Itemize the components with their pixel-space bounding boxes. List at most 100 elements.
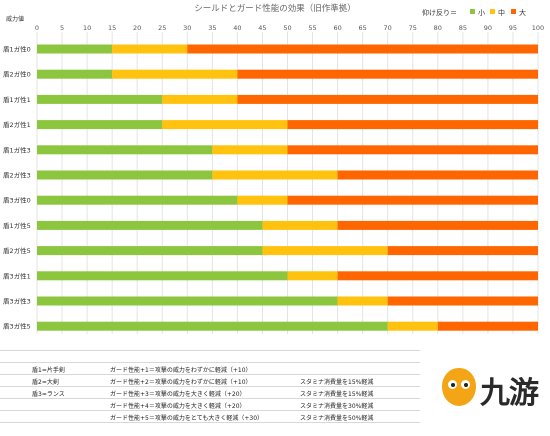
bar-segment-large bbox=[437, 321, 538, 331]
bar-segment-large bbox=[287, 145, 538, 155]
table-rule bbox=[0, 362, 420, 363]
stamina-note-3: スタミナ消費量を15%軽減 bbox=[300, 391, 374, 398]
x-tick-label: 0 bbox=[35, 24, 39, 32]
category-label: 盾2ガ性0 bbox=[3, 70, 31, 79]
legend: 小中大 bbox=[470, 8, 526, 17]
x-tick-label: 40 bbox=[233, 24, 241, 32]
bar-segment-small bbox=[37, 69, 113, 79]
table-rule bbox=[0, 422, 420, 423]
stamina-note-2: スタミナ消費量を15%軽減 bbox=[300, 379, 374, 386]
x-tick-label: 15 bbox=[108, 24, 116, 32]
bar-segment-large bbox=[337, 220, 538, 230]
notes-table: 盾1=片手剣 盾2=大剣 盾3=ランス ガード性能+1＝攻撃の威力をわずかに軽減… bbox=[0, 346, 420, 436]
category-label: 盾1ガ性0 bbox=[3, 45, 31, 54]
gridlines bbox=[36, 32, 539, 334]
bar-segment-large bbox=[337, 170, 538, 180]
x-tick-label: 75 bbox=[409, 24, 417, 32]
legend-label: 小 bbox=[478, 8, 485, 17]
x-tick-label: 95 bbox=[509, 24, 517, 32]
bar-segment-large bbox=[237, 69, 538, 79]
x-tick-label: 20 bbox=[133, 24, 141, 32]
table-rule bbox=[0, 410, 420, 411]
bar-segment-small bbox=[37, 321, 388, 331]
bar-segment-large bbox=[237, 94, 538, 104]
category-label: 盾1ガ性3 bbox=[3, 145, 31, 154]
bar-segment-medium bbox=[287, 271, 338, 281]
category-label: 盾1ガ性5 bbox=[3, 221, 31, 230]
bar-segment-large bbox=[187, 44, 539, 54]
bar-segment-small bbox=[37, 94, 163, 104]
x-tick-label: 55 bbox=[308, 24, 316, 32]
table-rule bbox=[0, 386, 420, 387]
bar-segment-medium bbox=[237, 195, 288, 205]
bars bbox=[37, 44, 539, 331]
shield-note-3: 盾3=ランス bbox=[32, 391, 65, 398]
bar-segment-small bbox=[37, 195, 238, 205]
legend-label: 大 bbox=[519, 8, 526, 17]
stamina-note-5: スタミナ消費量を50%軽減 bbox=[300, 415, 374, 422]
category-label: 盾3ガ性1 bbox=[3, 271, 31, 280]
legend-label: 中 bbox=[498, 8, 505, 17]
bar-segment-large bbox=[387, 246, 538, 256]
bar-segment-small bbox=[37, 271, 288, 281]
guard-note-5: ガード性能+5＝攻撃の威力をとても大きく軽減（+30） bbox=[110, 415, 264, 422]
shield-note-1: 盾1=片手剣 bbox=[32, 367, 65, 374]
x-tick-label: 85 bbox=[459, 24, 467, 32]
bar-segment-small bbox=[37, 296, 338, 306]
x-tick-label: 65 bbox=[359, 24, 367, 32]
bar-segment-medium bbox=[162, 94, 238, 104]
stamina-note-4: スタミナ消費量を30%軽減 bbox=[300, 403, 374, 410]
bar-segment-medium bbox=[337, 296, 388, 306]
category-label: 盾2ガ性1 bbox=[3, 120, 31, 129]
x-tick-label: 50 bbox=[283, 24, 291, 32]
bar-segment-medium bbox=[212, 170, 338, 180]
shield-note-2: 盾2=大剣 bbox=[32, 379, 59, 386]
mascot-icon bbox=[442, 368, 476, 406]
bar-segment-small bbox=[37, 170, 213, 180]
chart-title: シールドとガード性能の効果（旧作準拠） bbox=[194, 3, 356, 14]
legend-swatch bbox=[470, 9, 475, 14]
x-tick-label: 35 bbox=[208, 24, 216, 32]
x-tick-label: 5 bbox=[60, 24, 64, 32]
stacked-bar-chart: シールドとガード性能の効果（旧作準拠） 威力値 仰け反り＝ 小 中 大 0 5 10 15… bbox=[3, 3, 545, 334]
bar-segment-medium bbox=[262, 246, 388, 256]
category-label: 盾3ガ性3 bbox=[3, 297, 31, 306]
bar-segment-large bbox=[287, 120, 538, 130]
guard-note-4: ガード性能+4＝攻撃の威力を大きく軽減（+20） bbox=[110, 403, 246, 410]
bar-segment-small bbox=[37, 120, 163, 130]
category-label: 盾3ガ性0 bbox=[3, 196, 31, 205]
guard-note-3: ガード性能+3＝攻撃の威力を大きく軽減（+20） bbox=[110, 391, 246, 398]
watermark-text: 九游 bbox=[480, 376, 539, 411]
x-tick-label: 25 bbox=[158, 24, 166, 32]
category-label: 盾2ガ性3 bbox=[3, 171, 31, 180]
x-tick-label: 90 bbox=[484, 24, 492, 32]
bar-segment-small bbox=[37, 145, 213, 155]
guard-note-2: ガード性能+2＝攻撃の威力をわずかに軽減（+10） bbox=[110, 379, 252, 386]
x-tick-label: 70 bbox=[384, 24, 392, 32]
x-tick-label: 45 bbox=[258, 24, 266, 32]
bar-segment-medium bbox=[162, 120, 288, 130]
table-rule bbox=[0, 350, 420, 351]
table-rule bbox=[0, 374, 420, 375]
x-axis-label: 威力値 bbox=[6, 15, 24, 23]
category-label: 盾3ガ性5 bbox=[3, 322, 31, 331]
bar-segment-small bbox=[37, 44, 113, 54]
table-rule bbox=[0, 398, 420, 399]
legend-title: 仰け反り＝ bbox=[422, 8, 457, 17]
guard-note-1: ガード性能+1＝攻撃の威力をわずかに軽減（+10） bbox=[110, 367, 252, 374]
bar-segment-large bbox=[287, 195, 538, 205]
x-tick-label: 100 bbox=[532, 24, 544, 32]
bar-segment-small bbox=[37, 220, 263, 230]
bar-segment-medium bbox=[212, 145, 288, 155]
bar-segment-medium bbox=[262, 220, 338, 230]
bar-segment-medium bbox=[387, 321, 438, 331]
category-label: 盾2ガ性5 bbox=[3, 246, 31, 255]
watermark-logo: 九游 bbox=[438, 362, 550, 422]
x-tick-label: 80 bbox=[434, 24, 442, 32]
bar-segment-medium bbox=[112, 44, 188, 54]
legend-swatch bbox=[490, 9, 495, 14]
bar-segment-large bbox=[337, 271, 538, 281]
x-axis-ticks: 0 5 10 15 20 25 30 35 40 45 50 55 60 65 70 75 80 85 90 95 10… bbox=[35, 24, 544, 32]
x-tick-label: 10 bbox=[83, 24, 91, 32]
legend-swatch bbox=[511, 9, 516, 14]
